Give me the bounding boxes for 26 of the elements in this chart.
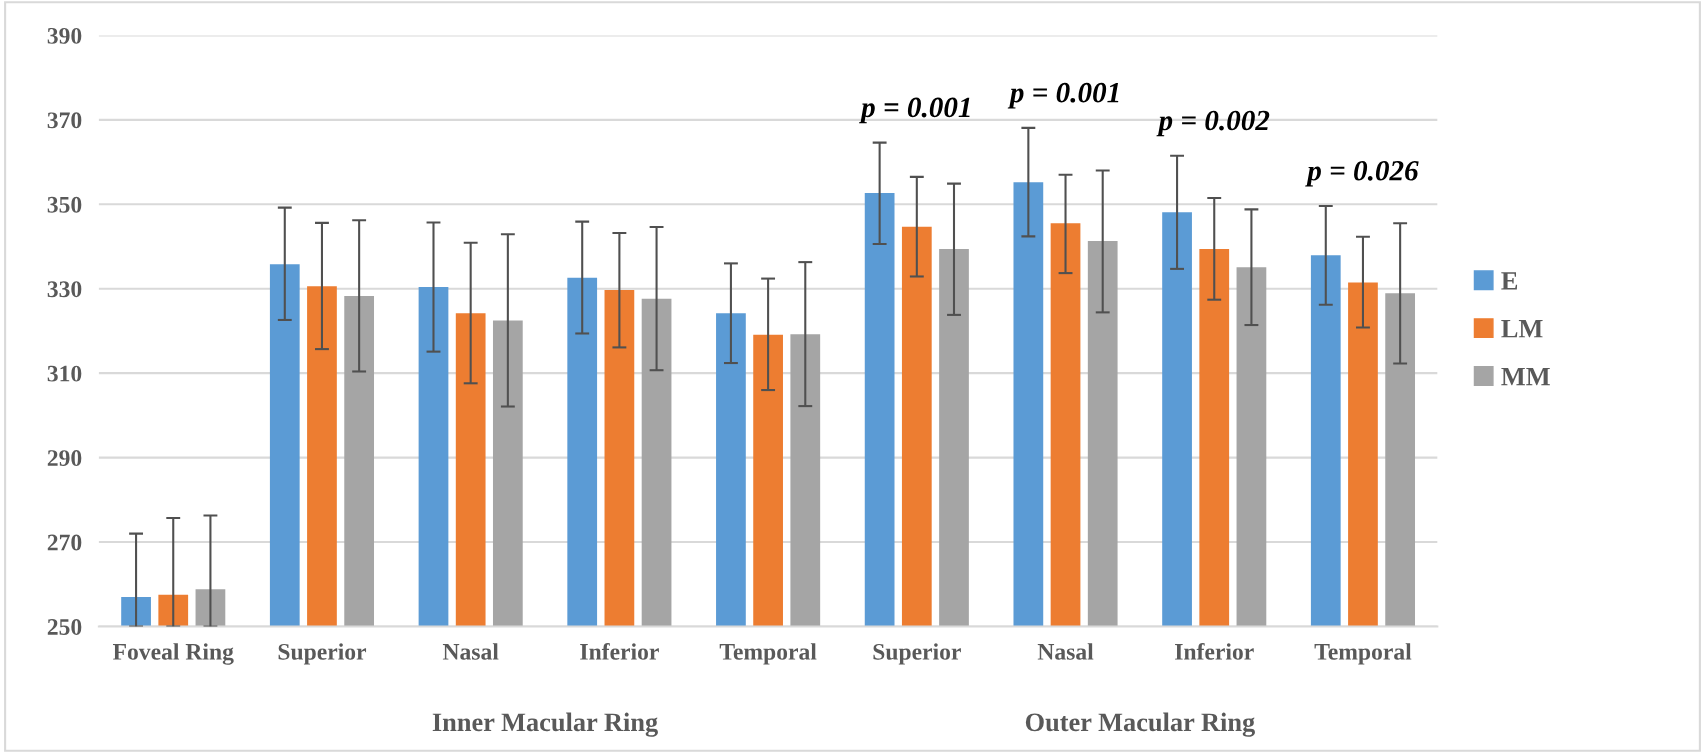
- y-tick-label: 310: [47, 365, 82, 382]
- text: Outer Macular Ring: [1025, 712, 1255, 737]
- y-tick-label: 270: [47, 534, 82, 551]
- y-tick-label: 370: [47, 112, 82, 129]
- x-tick-label: Temporal: [1314, 643, 1412, 665]
- annotation: p = 0.002: [1156, 110, 1270, 137]
- x-tick-label: Superior: [873, 643, 961, 665]
- x-tick-label: Temporal: [719, 643, 817, 665]
- text: Inner Macular Ring: [432, 712, 658, 737]
- annotation: p = 0.026: [1305, 160, 1419, 187]
- y-tick-label: 290: [47, 450, 82, 467]
- x-tick-label: Nasal: [442, 643, 499, 660]
- x-tick-label: Superior: [278, 643, 367, 665]
- annotation: p = 0.001: [859, 97, 970, 124]
- y-tick-label: 390: [47, 27, 82, 44]
- x-tick-label: Inferior: [1175, 642, 1254, 660]
- annotation: p = 0.001: [1007, 82, 1119, 109]
- y-tick-label: 330: [47, 281, 82, 298]
- y-tick-label: 250: [47, 618, 82, 635]
- y-tick-label: 350: [47, 196, 82, 213]
- x-tick-label: Foveal Ring: [112, 643, 234, 665]
- x-tick-label: Nasal: [1037, 643, 1094, 660]
- legend-label: E: [1501, 272, 1518, 290]
- legend-label: MM: [1501, 367, 1550, 386]
- x-tick-label: Inferior: [580, 642, 659, 660]
- legend-label: LM: [1501, 320, 1543, 338]
